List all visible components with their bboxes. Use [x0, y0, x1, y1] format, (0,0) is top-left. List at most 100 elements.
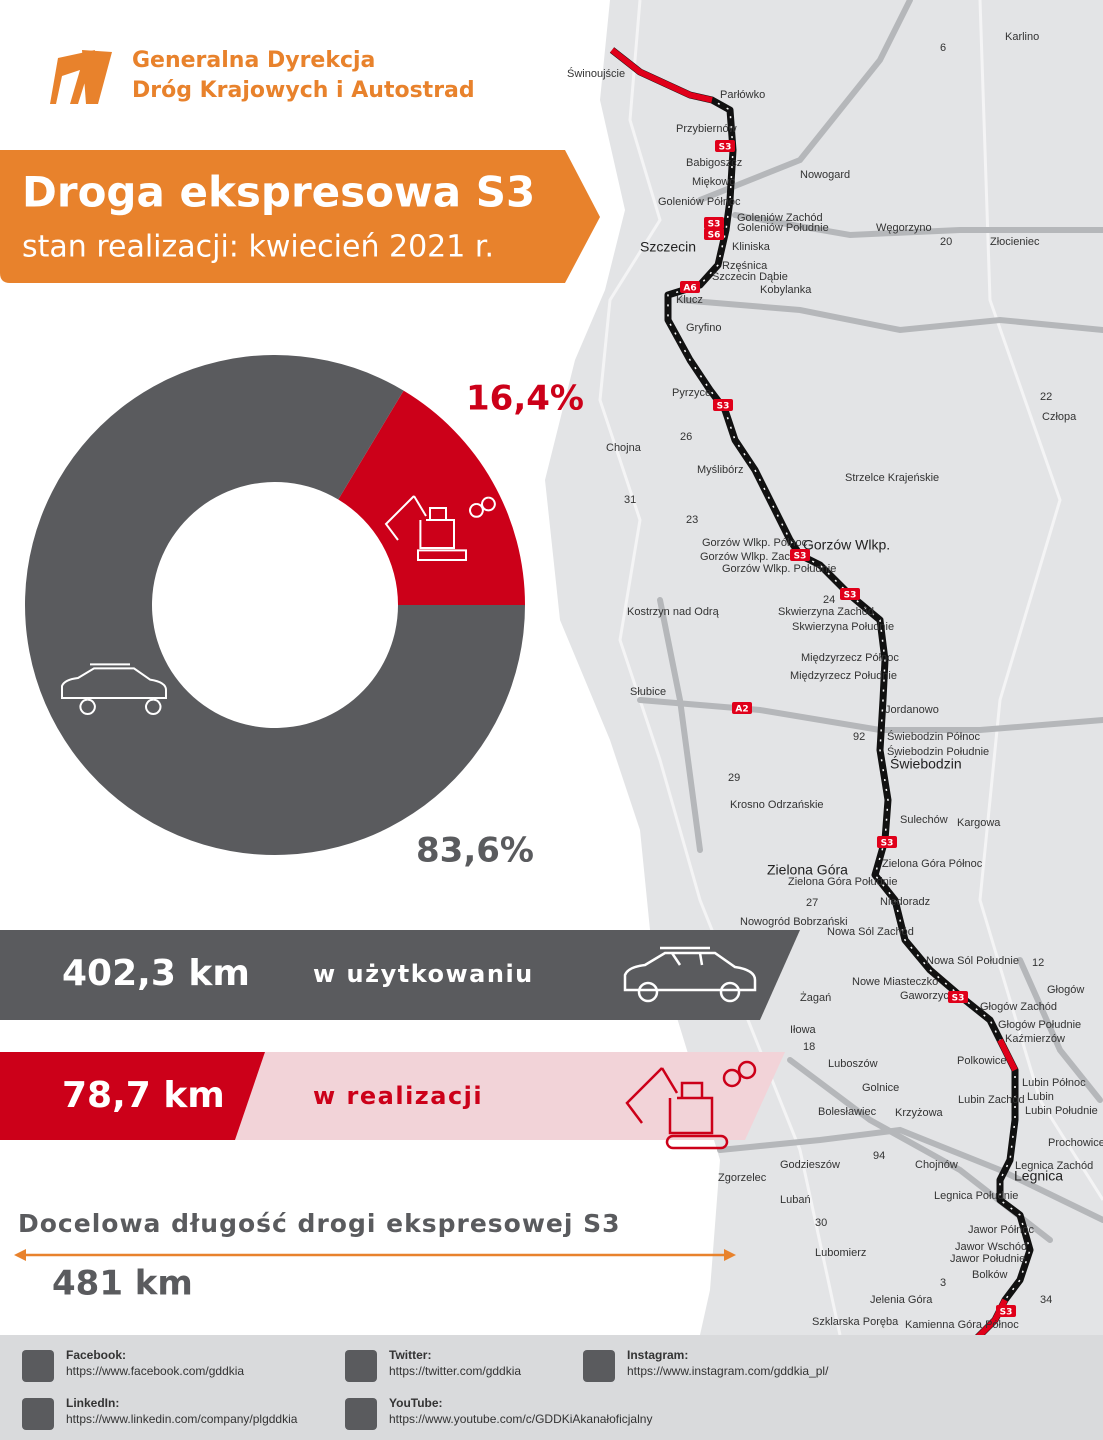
social-icon: [583, 1350, 615, 1382]
value-label: 83,6%: [416, 831, 534, 871]
donut-slice: [25, 355, 525, 855]
social-icon: [22, 1350, 54, 1382]
org-name: Dróg Krajowych i Autostrad: [132, 78, 475, 103]
map-label: Goleniów Zachód: [737, 212, 823, 224]
footer: [0, 1335, 1103, 1440]
map-label: Głogów: [1047, 984, 1084, 996]
map-label: 27: [806, 897, 818, 909]
map-label: Sulechów: [900, 814, 948, 826]
map-label: Świebodzin Południe: [887, 745, 989, 758]
s3-route-nodes: [611, 49, 1031, 1376]
map-label: 34: [1040, 1294, 1052, 1306]
road-badge: [704, 228, 724, 240]
car-icon: [61, 663, 168, 715]
social-url: https://www.instagram.com/gddkia_pl/: [627, 1364, 829, 1378]
map-label: Prochowice: [1048, 1137, 1103, 1149]
map-label: Szklarska Poręba: [812, 1316, 899, 1328]
map-label: Jordanowo: [885, 704, 939, 716]
social-icon: [345, 1350, 377, 1382]
value-label: 16,4%: [466, 379, 584, 419]
org-name: Generalna Dyrekcja: [132, 48, 375, 73]
social-url: https://www.facebook.com/gddkia: [66, 1364, 244, 1378]
map-label: Jelenia Góra: [870, 1294, 933, 1306]
social-name: Facebook:: [66, 1348, 126, 1362]
map-label: 20: [940, 236, 952, 248]
map-label: Skwierzyna Południe: [792, 621, 894, 633]
map-city: Świebodzin: [890, 755, 962, 772]
map-label: Głogów Zachód: [980, 1001, 1057, 1013]
map-label: Jawor Północ: [968, 1224, 1035, 1236]
map-label: Nowogard: [800, 169, 850, 181]
road-badge: [996, 1305, 1016, 1317]
map-label: 92: [853, 731, 865, 743]
road-badge-label: S3: [1000, 1308, 1013, 1318]
road-badge: [877, 836, 897, 848]
map-label: Jawor Wschód: [955, 1241, 1027, 1253]
map-label: 6: [940, 42, 946, 54]
map-label: 26: [680, 431, 692, 443]
map-label: 22: [1040, 391, 1052, 403]
map-label: Kostrzyn nad Odrą: [627, 606, 720, 618]
map-label: Pyrzyce: [672, 387, 711, 399]
map-label: Międzyrzecz Południe: [790, 670, 897, 682]
map-label: 23: [686, 514, 698, 526]
icon-part: [384, 495, 496, 562]
map-label: Goleniów Południe: [737, 222, 829, 234]
map-label: Babigoszcz: [686, 157, 742, 169]
map-label: Lubomierz: [815, 1247, 866, 1259]
map-label: Luboszów: [828, 1058, 878, 1070]
map-label: Lubin Północ: [1022, 1077, 1086, 1089]
map-label: Lubin: [1027, 1091, 1054, 1103]
map-label: Skwierzyna Zachód: [778, 606, 874, 618]
map-label: Miękowo: [692, 176, 735, 188]
map-label: Krosno Odrzańskie: [730, 799, 824, 811]
map-label: Niedoradz: [880, 896, 930, 908]
road-badge-label: S3: [794, 552, 807, 562]
map-label: Krzyżowa: [895, 1107, 944, 1119]
map-label: Chojna: [606, 442, 642, 454]
map-label: Klucz: [676, 294, 703, 306]
stat-bar: [0, 1052, 265, 1140]
title: Droga ekspresowa S3: [22, 168, 535, 217]
map-label: Gorzów Wlkp. Zachód: [700, 551, 808, 563]
map-label: Lubin Południe: [1025, 1105, 1098, 1117]
map-label: Bolków: [972, 1269, 1008, 1281]
map-label: Gryfino: [686, 322, 721, 334]
map-label: 94: [873, 1150, 885, 1162]
excavator-icon: [384, 495, 496, 562]
social-url: https://www.youtube.com/c/GDDKiAkanałofi…: [389, 1412, 652, 1426]
map-label: Bolesławiec: [818, 1106, 877, 1118]
map-label: 18: [803, 1041, 815, 1053]
map-label: Strzelce Krajeńskie: [845, 472, 939, 484]
map-label: Zielona Góra Południe: [788, 876, 897, 888]
map-city: Zielona Góra: [767, 862, 848, 878]
map-label: Kaźmierzów: [1005, 1033, 1065, 1045]
map-label: Lubin Zachód: [958, 1094, 1025, 1106]
map-label: Kamienna Góra Północ: [905, 1319, 1019, 1331]
map-label: Gorzów Wlkp. Północ: [702, 537, 808, 549]
map-label: Międzyrzecz Północ: [801, 652, 899, 664]
stat-bar: [0, 930, 800, 1020]
road-badge-label: S3: [844, 591, 857, 601]
target-label: Docelowa długość drogi ekspresowej S3: [18, 1209, 621, 1238]
road-badge-label: S3: [952, 994, 965, 1004]
map-label: Kobylanka: [760, 284, 812, 296]
map-label: Świebodzin Północ: [887, 730, 980, 743]
road-badge-label: S6: [708, 231, 721, 241]
map-label: Rzęśnica: [722, 260, 768, 272]
donut-chart: 16,4% 83,6%: [25, 355, 584, 871]
map-label: 31: [624, 494, 636, 506]
road-badge: [732, 702, 752, 714]
road-badge-label: S3: [708, 220, 721, 230]
map-label: Zgorzelec: [718, 1172, 767, 1184]
road-badge-label: S3: [719, 143, 732, 153]
stat-bar: [235, 1052, 785, 1140]
map-label: Jawor Południe: [950, 1253, 1025, 1265]
map-label: Iłowa: [790, 1024, 817, 1036]
map-label: Gorzów Wlkp. Południe: [722, 563, 836, 575]
map-label: Lubań: [780, 1194, 811, 1206]
map-label: Zielona Góra Północ: [882, 858, 983, 870]
logo: [82, 50, 112, 104]
map-label: Człopa: [1042, 411, 1077, 423]
